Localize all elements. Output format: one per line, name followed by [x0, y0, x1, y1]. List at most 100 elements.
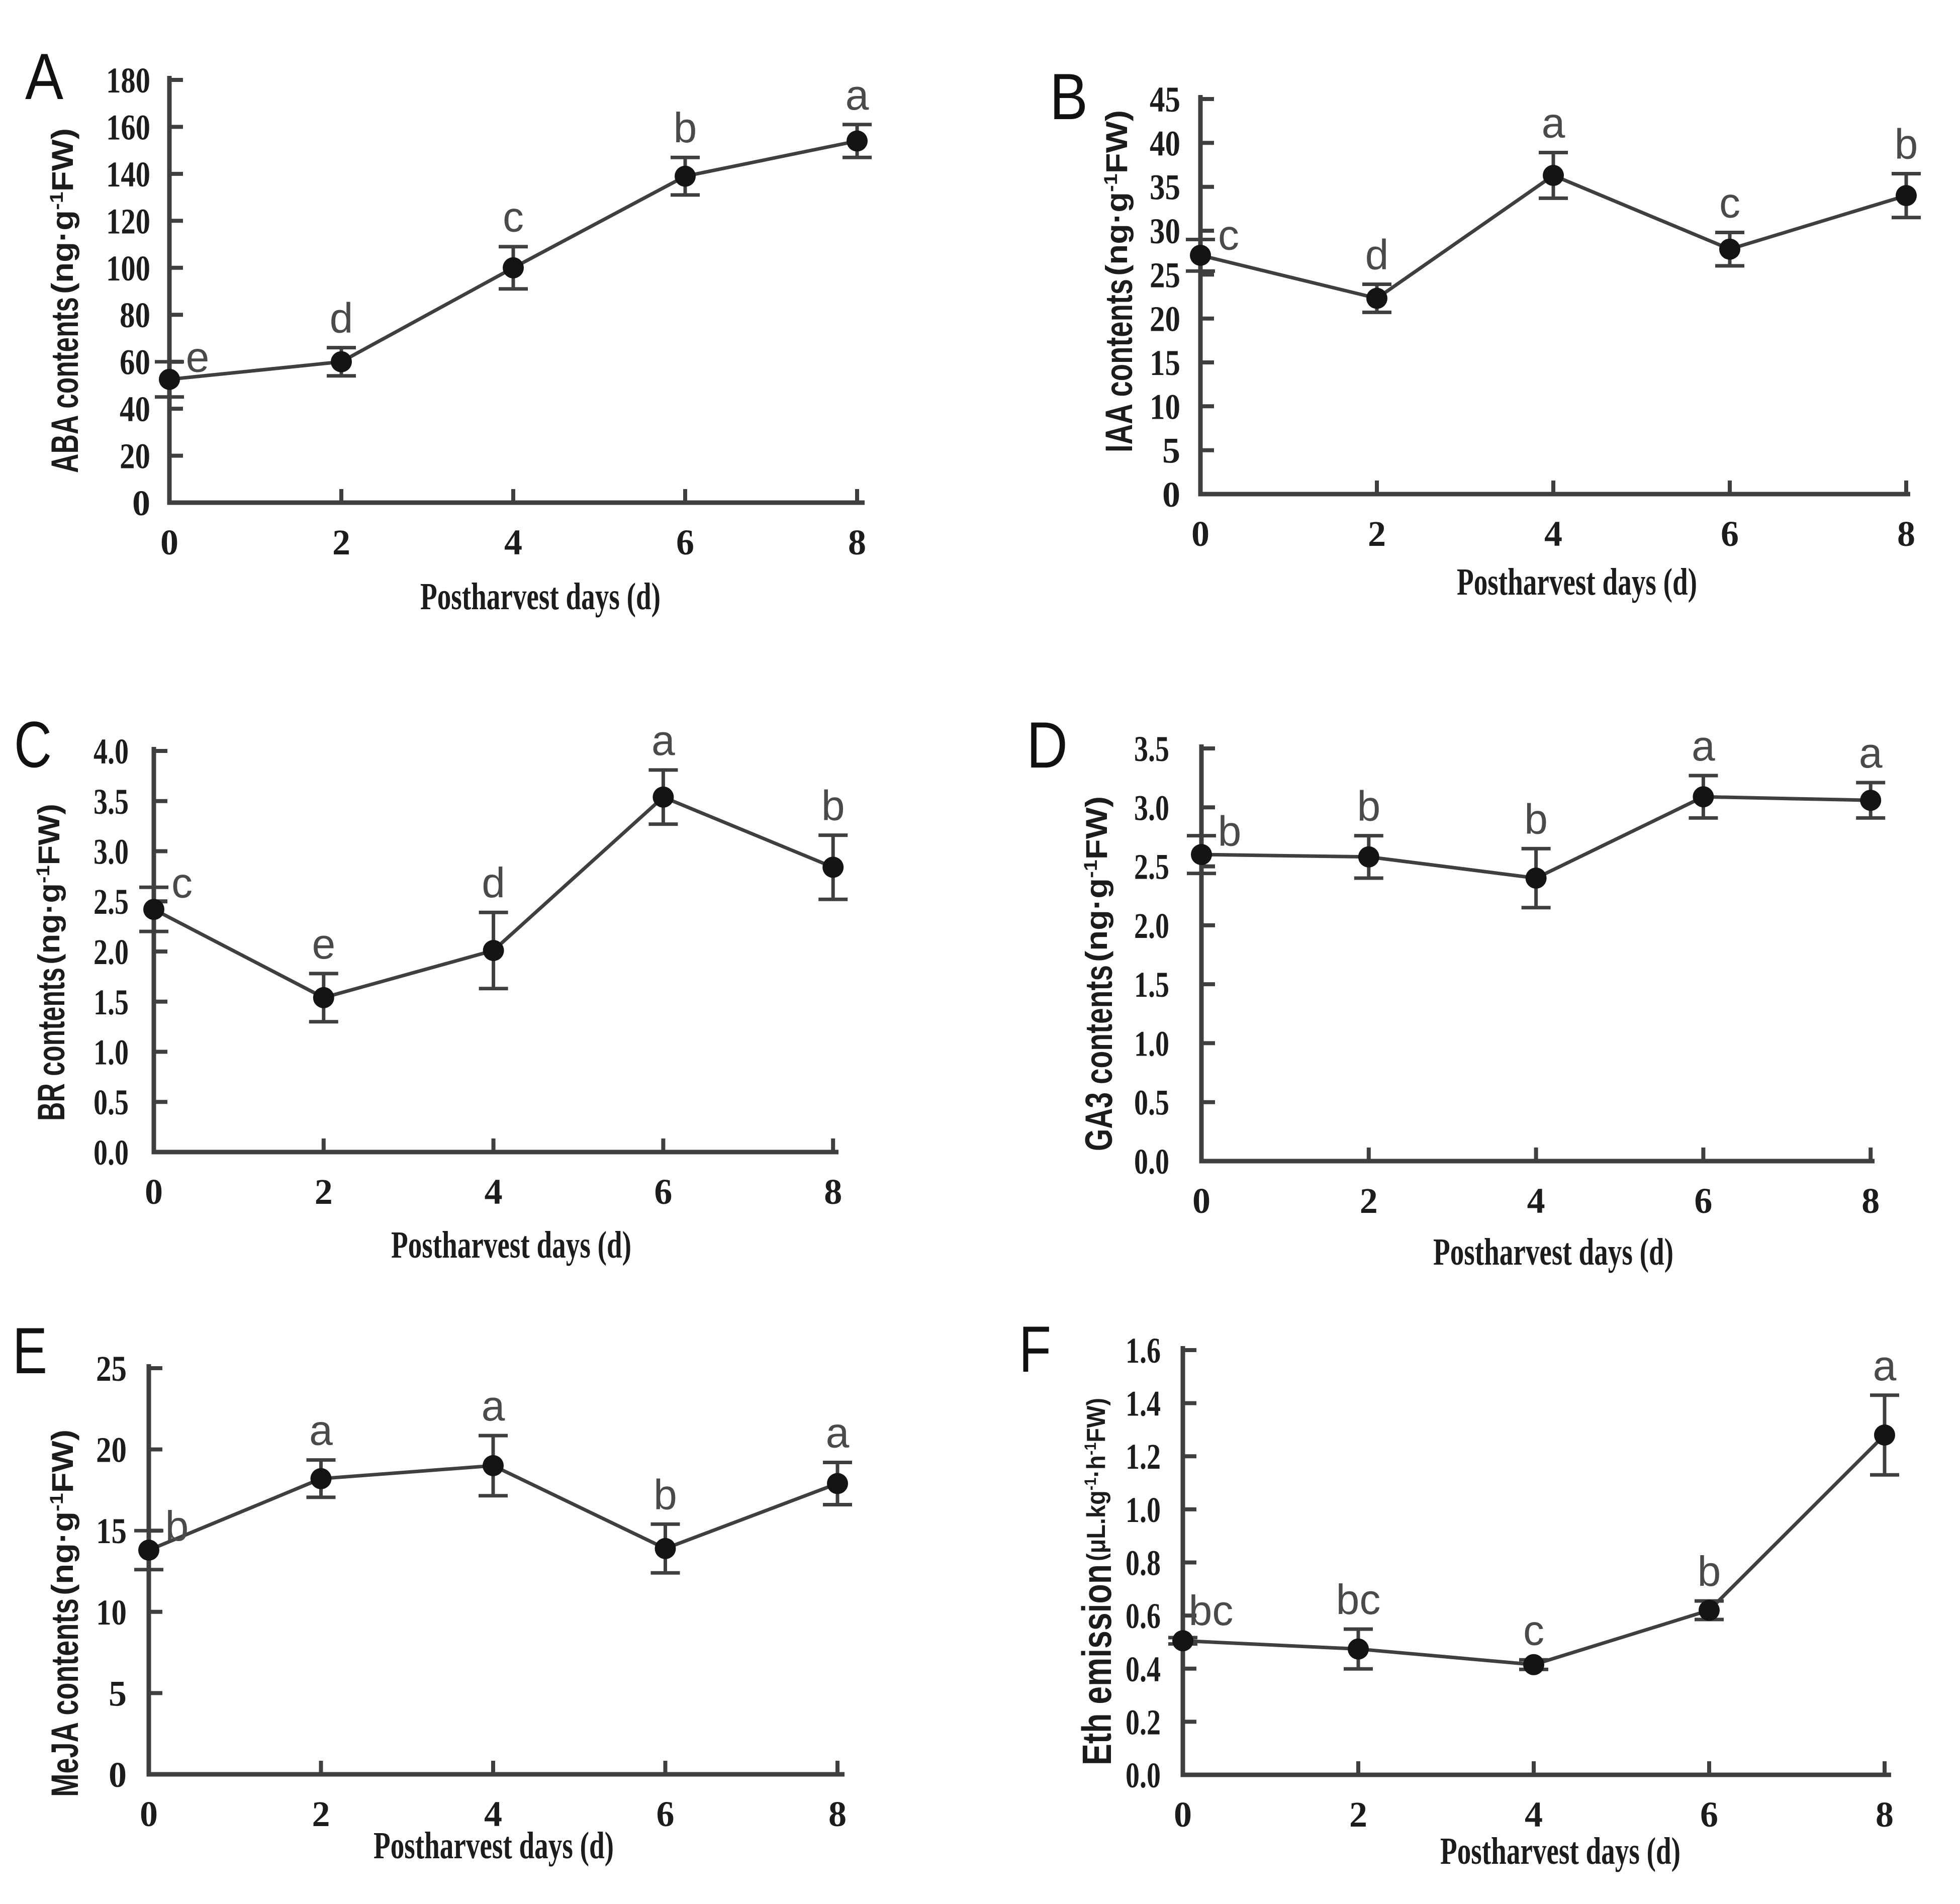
svg-text:b: b [1524, 795, 1548, 842]
svg-text:e: e [186, 334, 210, 381]
svg-text:2: 2 [1360, 1181, 1378, 1221]
svg-text:180: 180 [106, 60, 150, 101]
svg-text:0.0: 0.0 [1126, 1755, 1161, 1795]
svg-text:0: 0 [1162, 474, 1180, 515]
svg-text:1.2: 1.2 [1126, 1437, 1161, 1477]
svg-text:20: 20 [96, 1430, 127, 1470]
svg-text:c: c [1218, 212, 1239, 259]
svg-text:a: a [1873, 1342, 1897, 1389]
svg-text:a: a [309, 1407, 333, 1454]
svg-text:2: 2 [332, 522, 350, 562]
svg-text:35: 35 [1150, 167, 1180, 208]
svg-text:3.5: 3.5 [94, 782, 129, 822]
svg-text:2.5: 2.5 [94, 882, 129, 922]
svg-text:2: 2 [312, 1794, 330, 1834]
svg-text:0: 0 [140, 1794, 158, 1834]
svg-text:(ng·g-1FW): (ng·g-1FW) [46, 128, 79, 294]
svg-text:15: 15 [1150, 343, 1180, 383]
svg-text:F: F [1019, 1312, 1051, 1386]
svg-text:1.6: 1.6 [1126, 1330, 1161, 1371]
svg-text:0.2: 0.2 [1126, 1702, 1161, 1742]
svg-text:6: 6 [1721, 514, 1739, 554]
svg-text:D: D [1026, 708, 1068, 782]
svg-text:0: 0 [1174, 1794, 1192, 1835]
svg-text:d: d [330, 295, 353, 342]
svg-text:e: e [312, 920, 335, 968]
svg-text:0: 0 [1192, 1181, 1210, 1221]
svg-text:2.0: 2.0 [94, 932, 129, 972]
svg-text:(ng·g-1FW): (ng·g-1FW) [46, 1430, 79, 1595]
svg-text:10: 10 [96, 1592, 127, 1633]
svg-text:5: 5 [109, 1673, 127, 1713]
svg-text:6: 6 [676, 522, 694, 562]
svg-text:3.0: 3.0 [1134, 788, 1169, 828]
svg-text:A: A [25, 40, 63, 113]
svg-text:b: b [654, 1471, 677, 1518]
svg-text:6: 6 [1694, 1181, 1712, 1221]
svg-text:a: a [1692, 722, 1715, 770]
svg-text:1.0: 1.0 [1134, 1023, 1169, 1064]
svg-text:2.5: 2.5 [1134, 847, 1169, 887]
svg-text:GA3 contents: GA3 contents [1078, 965, 1121, 1151]
svg-text:b: b [1698, 1548, 1721, 1595]
svg-text:8: 8 [848, 522, 866, 562]
svg-text:b: b [1218, 808, 1242, 855]
svg-text:6: 6 [1700, 1794, 1718, 1835]
svg-text:0: 0 [132, 483, 150, 523]
svg-text:c: c [1719, 179, 1740, 227]
svg-text:120: 120 [106, 201, 150, 241]
svg-text:25: 25 [96, 1349, 127, 1389]
svg-text:b: b [674, 104, 697, 151]
svg-text:4: 4 [1525, 1794, 1543, 1835]
svg-text:3.0: 3.0 [94, 832, 129, 872]
svg-text:4.0: 4.0 [94, 731, 129, 772]
svg-text:1.0: 1.0 [94, 1032, 129, 1073]
svg-text:a: a [846, 71, 869, 119]
svg-text:6: 6 [654, 1172, 672, 1212]
svg-text:8: 8 [1897, 514, 1915, 554]
svg-text:4: 4 [1544, 514, 1562, 554]
svg-text:IAA contents: IAA contents [1098, 279, 1141, 452]
svg-text:1.0: 1.0 [1126, 1490, 1161, 1530]
svg-text:1.5: 1.5 [1134, 965, 1169, 1005]
svg-text:(ng·g-1FW): (ng·g-1FW) [1080, 796, 1113, 962]
svg-text:0.8: 0.8 [1126, 1543, 1161, 1583]
svg-text:0.0: 0.0 [1134, 1141, 1169, 1182]
svg-text:BR contents: BR contents [30, 968, 73, 1121]
svg-text:8: 8 [1876, 1794, 1894, 1835]
svg-text:1.4: 1.4 [1126, 1384, 1161, 1424]
svg-text:80: 80 [120, 295, 150, 335]
svg-text:2: 2 [315, 1172, 333, 1212]
svg-text:4: 4 [485, 1172, 503, 1212]
svg-text:60: 60 [120, 342, 150, 383]
svg-text:(ng·g-1FW): (ng·g-1FW) [1100, 110, 1134, 276]
svg-text:Postharvest days (d): Postharvest days (d) [420, 576, 661, 618]
svg-text:c: c [1523, 1606, 1544, 1654]
svg-text:15: 15 [96, 1511, 127, 1551]
svg-text:B: B [1050, 60, 1088, 133]
svg-text:Postharvest days (d): Postharvest days (d) [1433, 1231, 1673, 1273]
svg-text:8: 8 [824, 1172, 842, 1212]
svg-text:0.6: 0.6 [1126, 1596, 1161, 1636]
svg-text:b: b [1357, 783, 1380, 830]
svg-text:0.5: 0.5 [94, 1082, 129, 1122]
svg-text:2: 2 [1349, 1794, 1367, 1835]
svg-text:a: a [826, 1409, 850, 1457]
svg-text:b: b [821, 782, 845, 829]
svg-text:30: 30 [1150, 211, 1180, 251]
svg-text:0.4: 0.4 [1126, 1649, 1161, 1689]
svg-text:40: 40 [120, 389, 150, 429]
svg-text:0.0: 0.0 [94, 1132, 129, 1173]
svg-text:d: d [482, 859, 505, 906]
svg-text:a: a [651, 717, 675, 764]
svg-text:140: 140 [106, 154, 150, 195]
svg-text:20: 20 [120, 436, 150, 477]
svg-text:C: C [14, 708, 52, 781]
svg-text:b: b [165, 1502, 189, 1550]
svg-text:4: 4 [484, 1794, 502, 1834]
svg-text:bc: bc [1189, 1587, 1234, 1634]
svg-text:2.0: 2.0 [1134, 906, 1169, 946]
svg-text:2: 2 [1368, 514, 1386, 554]
svg-text:Postharvest days (d): Postharvest days (d) [1457, 561, 1697, 603]
svg-text:a: a [482, 1382, 505, 1430]
